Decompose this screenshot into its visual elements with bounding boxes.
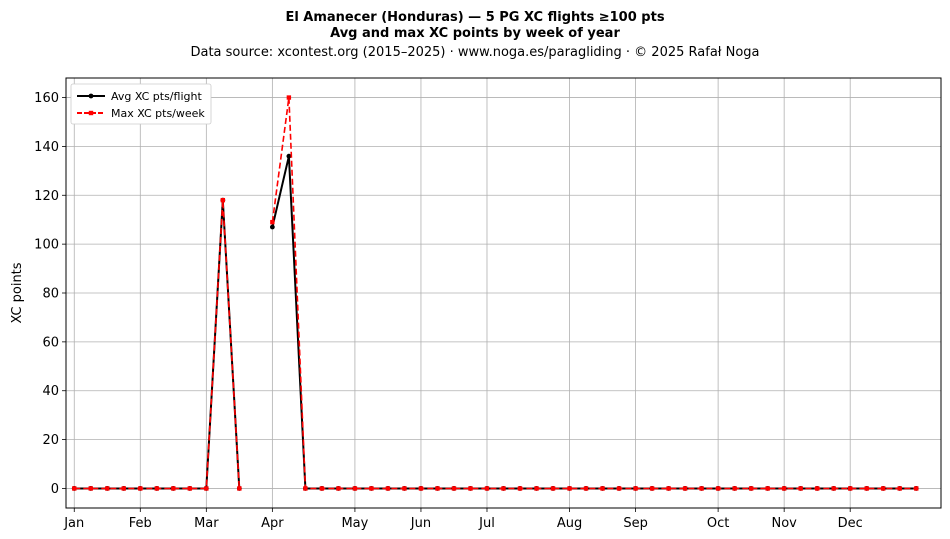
data-point	[748, 486, 754, 491]
data-point	[138, 486, 143, 491]
data-point	[847, 486, 853, 491]
data-point	[567, 486, 572, 491]
x-tick-label-aug: Aug	[557, 516, 582, 531]
data-point	[765, 486, 770, 491]
data-point	[534, 486, 539, 491]
x-tick-label-nov: Nov	[771, 516, 797, 531]
x-tick-label-jun: Jun	[410, 516, 431, 531]
data-point	[286, 95, 292, 100]
data-point	[385, 486, 391, 491]
data-point	[914, 486, 919, 491]
data-point	[352, 486, 358, 491]
data-point	[286, 153, 292, 159]
series-max	[72, 95, 919, 491]
x-tick-label-mar: Mar	[194, 516, 219, 531]
data-point	[269, 224, 275, 230]
data-point	[204, 486, 209, 491]
data-point	[501, 486, 506, 491]
legend-marker	[88, 110, 94, 116]
data-point	[468, 486, 473, 491]
data-point	[270, 219, 275, 225]
data-point	[451, 486, 457, 491]
data-point	[616, 486, 622, 491]
data-point	[319, 486, 325, 491]
legend-label: Max XC pts/week	[111, 107, 205, 120]
series-layer	[71, 95, 919, 491]
data-point	[831, 486, 836, 491]
data-point	[435, 486, 440, 491]
data-point	[171, 486, 176, 491]
data-point	[798, 486, 803, 491]
tick-layer: 0 20 40 60 80 100 120 140 160 Jan Feb Mar Apr May Jun J…	[34, 91, 863, 531]
data-point	[814, 486, 820, 491]
legend: Avg XC pts/flight Max XC pts/week	[70, 83, 212, 125]
y-tick-label: 120	[34, 189, 59, 204]
y-axis-label: XC points	[10, 262, 25, 323]
series-line	[271, 155, 917, 490]
x-tick-label-oct: Oct	[707, 516, 729, 531]
y-tick-label: 140	[34, 140, 59, 155]
series-line	[74, 199, 241, 490]
grid-layer	[66, 78, 941, 508]
y-tick-label: 100	[34, 238, 59, 253]
data-point	[633, 486, 638, 491]
data-point	[484, 486, 490, 491]
data-point	[220, 197, 226, 203]
data-point	[154, 486, 160, 491]
data-point	[649, 486, 655, 491]
x-tick-label-jan: Jan	[63, 516, 84, 531]
data-point	[88, 486, 93, 491]
y-tick-label: 40	[42, 384, 59, 399]
y-tick-label: 80	[42, 287, 59, 302]
x-tick-label-feb: Feb	[129, 516, 152, 531]
data-point	[600, 486, 605, 491]
data-point	[72, 486, 77, 491]
data-point	[864, 486, 869, 491]
x-tick-label-may: May	[341, 516, 368, 531]
data-point	[237, 486, 242, 491]
data-point	[699, 486, 704, 491]
series-line	[271, 96, 917, 490]
series-avg	[71, 153, 919, 491]
data-point	[550, 486, 556, 491]
data-point	[303, 486, 308, 491]
x-tick-label-dec: Dec	[838, 516, 863, 531]
legend-marker	[88, 93, 94, 99]
legend-label: Avg XC pts/flight	[111, 90, 202, 103]
y-tick-label: 160	[34, 91, 59, 106]
x-tick-label-sep: Sep	[623, 516, 648, 531]
data-point	[105, 486, 110, 491]
data-point	[666, 486, 671, 491]
chart-source: Data source: xcontest.org (2015–2025) · …	[190, 45, 759, 60]
data-point	[402, 486, 407, 491]
chart-subtitle: Avg and max XC points by week of year	[330, 26, 620, 41]
data-point	[369, 486, 374, 491]
y-tick-label: 60	[42, 335, 59, 350]
data-point	[121, 486, 126, 491]
data-point	[897, 486, 902, 491]
data-point	[881, 486, 886, 491]
data-point	[781, 486, 787, 491]
data-point	[583, 486, 589, 491]
x-tick-label-apr: Apr	[261, 516, 284, 531]
data-point	[336, 486, 341, 491]
data-point	[187, 486, 193, 491]
data-point	[517, 486, 523, 491]
y-tick-label: 20	[42, 433, 59, 448]
data-point	[418, 486, 424, 491]
chart-title: El Amanecer (Honduras) — 5 PG XC flights…	[285, 10, 664, 25]
data-point	[732, 486, 737, 491]
legend-box	[70, 83, 212, 125]
data-point	[715, 486, 721, 491]
x-tick-label-jul: Jul	[478, 516, 495, 531]
y-tick-label: 0	[51, 482, 59, 497]
data-point	[682, 486, 688, 491]
